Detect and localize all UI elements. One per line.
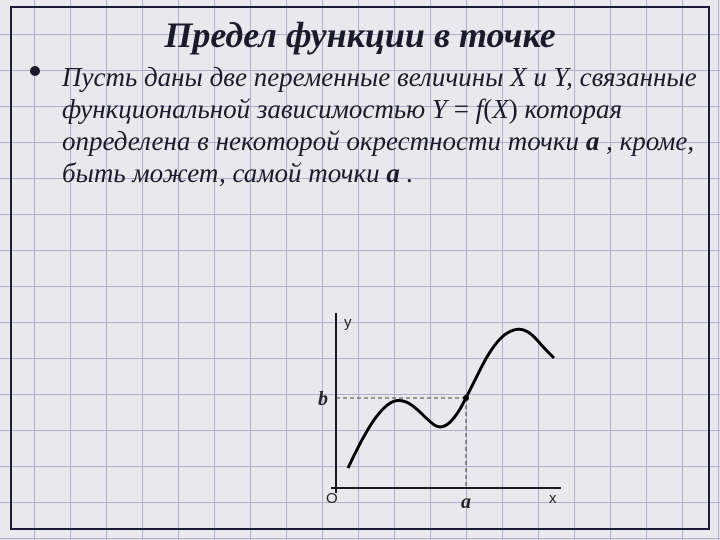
bullet-icon bbox=[30, 66, 40, 76]
chart-label-b: b bbox=[318, 388, 328, 411]
limit-chart: y x O a b bbox=[306, 308, 566, 518]
body-end: . bbox=[407, 158, 414, 188]
chart-label-y: y bbox=[344, 314, 352, 331]
body-paragraph: Пусть даны две переменные величины X и Y… bbox=[22, 62, 698, 189]
body-formula: Y = f(X) bbox=[432, 94, 525, 124]
content-frame: Предел функции в точке Пусть даны две пе… bbox=[10, 6, 710, 530]
chart-label-origin: O bbox=[326, 490, 338, 507]
body-a1: a bbox=[586, 126, 600, 156]
chart-label-a: a bbox=[461, 491, 471, 514]
limit-chart-svg bbox=[306, 308, 566, 518]
chart-label-x: x bbox=[549, 490, 557, 507]
body-a2: a bbox=[386, 158, 400, 188]
page-title: Предел функции в точке bbox=[22, 14, 698, 56]
